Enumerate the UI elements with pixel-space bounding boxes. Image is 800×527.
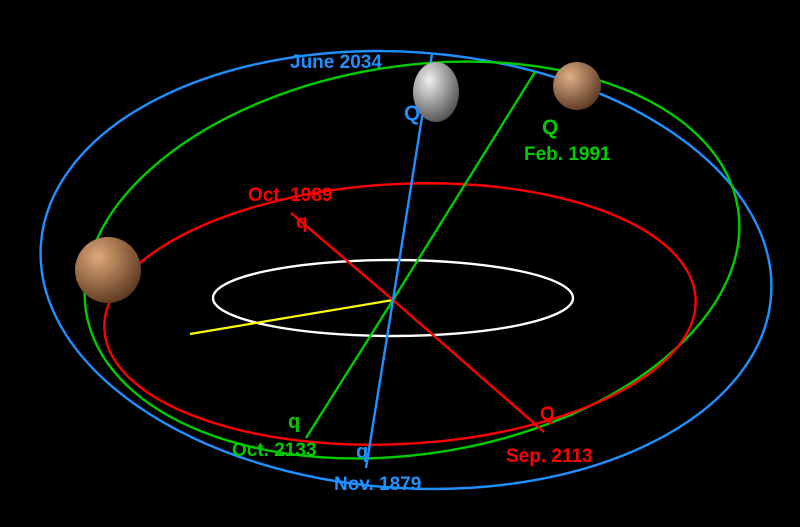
brown-small-body (553, 62, 601, 110)
brown-large-body (75, 237, 141, 303)
red-q-label: q (296, 212, 308, 233)
blue-q-date: Nov. 1879 (334, 474, 421, 495)
green-Q-date: Feb. 1991 (524, 144, 611, 165)
green-q-label: q (288, 411, 300, 433)
blue-Q-label: Q (404, 102, 420, 125)
blue-q-label: q (356, 441, 368, 463)
green-q-date: Oct. 2133 (232, 440, 317, 461)
red-Q-date: Sep. 2113 (506, 446, 593, 467)
red-Q-label: Q (540, 404, 555, 425)
green-Q-label: Q (542, 116, 558, 139)
red-q-date: Oct. 1989 (248, 185, 333, 206)
blue-Q-date: June 2034 (290, 52, 382, 73)
